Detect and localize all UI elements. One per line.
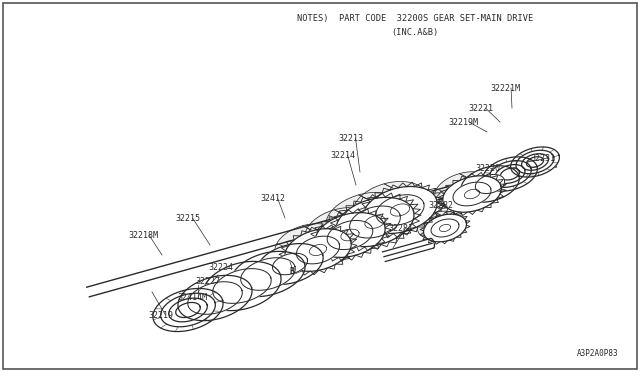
Polygon shape — [443, 176, 501, 212]
Polygon shape — [417, 211, 460, 239]
Polygon shape — [326, 192, 404, 242]
Text: 32221M: 32221M — [490, 83, 520, 93]
Polygon shape — [285, 229, 351, 271]
Polygon shape — [315, 212, 385, 257]
Text: A3P2A0P83: A3P2A0P83 — [577, 349, 618, 358]
Text: 32219: 32219 — [148, 311, 173, 320]
Text: 32282: 32282 — [428, 201, 453, 209]
Polygon shape — [327, 221, 373, 250]
Polygon shape — [178, 275, 252, 321]
Polygon shape — [231, 251, 305, 296]
Polygon shape — [424, 214, 467, 242]
Polygon shape — [483, 157, 538, 191]
Polygon shape — [489, 161, 531, 187]
Polygon shape — [476, 174, 505, 193]
Text: 32281: 32281 — [388, 224, 413, 232]
Text: B: B — [290, 267, 295, 276]
Polygon shape — [516, 150, 554, 174]
Polygon shape — [161, 293, 216, 327]
Text: NOTES)  PART CODE  32200S GEAR SET-MAIN DRIVE: NOTES) PART CODE 32200S GEAR SET-MAIN DR… — [297, 13, 533, 22]
Text: 32221: 32221 — [468, 103, 493, 112]
Text: 32213: 32213 — [338, 134, 363, 142]
Polygon shape — [336, 198, 414, 247]
Polygon shape — [431, 219, 459, 237]
Text: 32214: 32214 — [330, 151, 355, 160]
Polygon shape — [353, 182, 427, 228]
Text: 32224: 32224 — [208, 263, 233, 273]
Polygon shape — [376, 195, 424, 225]
Polygon shape — [176, 302, 200, 318]
Text: 32215: 32215 — [175, 214, 200, 222]
Polygon shape — [241, 258, 295, 290]
Text: 32220: 32220 — [475, 164, 500, 173]
Polygon shape — [527, 157, 543, 167]
Polygon shape — [273, 253, 308, 275]
Polygon shape — [212, 269, 271, 304]
Text: 32227: 32227 — [195, 278, 220, 286]
Polygon shape — [203, 262, 281, 311]
Polygon shape — [275, 224, 341, 266]
Polygon shape — [169, 298, 207, 322]
Polygon shape — [305, 208, 375, 253]
Text: 32414M: 32414M — [177, 294, 207, 302]
Polygon shape — [500, 168, 520, 180]
Polygon shape — [511, 147, 559, 177]
Text: 32231: 32231 — [530, 154, 555, 163]
Text: 32218M: 32218M — [128, 231, 158, 240]
Polygon shape — [435, 172, 493, 208]
Text: 32219M: 32219M — [448, 118, 478, 126]
Text: (INC.A&B): (INC.A&B) — [392, 28, 438, 36]
Polygon shape — [461, 166, 519, 202]
Polygon shape — [296, 236, 340, 264]
Polygon shape — [522, 154, 548, 170]
Polygon shape — [153, 288, 223, 331]
Polygon shape — [363, 186, 437, 234]
Polygon shape — [453, 182, 491, 206]
Polygon shape — [349, 206, 401, 238]
Polygon shape — [188, 282, 243, 314]
Text: 32412: 32412 — [260, 193, 285, 202]
Polygon shape — [495, 164, 525, 183]
Polygon shape — [257, 244, 323, 285]
